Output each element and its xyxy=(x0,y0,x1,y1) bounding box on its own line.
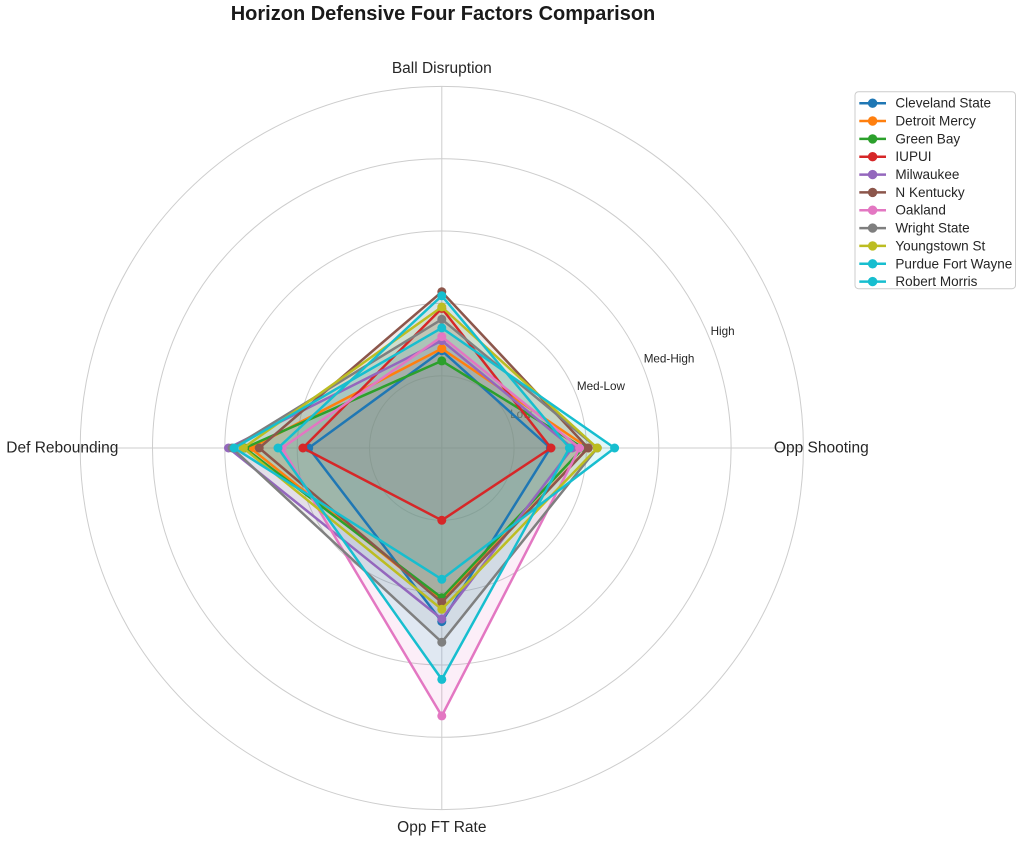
svg-text:Med-High: Med-High xyxy=(644,353,695,366)
svg-text:Wright State: Wright State xyxy=(895,221,969,236)
svg-text:Med-Low: Med-Low xyxy=(577,380,626,393)
svg-text:Opp Shooting: Opp Shooting xyxy=(774,440,869,457)
svg-text:Cleveland State: Cleveland State xyxy=(895,96,991,111)
svg-text:Detroit Mercy: Detroit Mercy xyxy=(895,114,976,129)
svg-text:Milwaukee: Milwaukee xyxy=(895,167,959,182)
svg-text:Opp FT Rate: Opp FT Rate xyxy=(397,819,486,836)
svg-text:Purdue Fort Wayne: Purdue Fort Wayne xyxy=(895,256,1012,271)
svg-text:N Kentucky: N Kentucky xyxy=(895,185,964,200)
svg-text:High: High xyxy=(711,325,735,338)
svg-text:Youngstown St: Youngstown St xyxy=(895,238,985,253)
svg-text:Horizon Defensive Four Factors: Horizon Defensive Four Factors Compariso… xyxy=(231,3,656,25)
svg-text:Def Rebounding: Def Rebounding xyxy=(6,440,118,457)
svg-text:Green Bay: Green Bay xyxy=(895,131,960,146)
svg-text:Robert Morris: Robert Morris xyxy=(895,274,977,289)
svg-text:Ball Disruption: Ball Disruption xyxy=(392,60,492,77)
svg-text:IUPUI: IUPUI xyxy=(895,149,931,164)
svg-text:Oakland: Oakland xyxy=(895,203,945,218)
